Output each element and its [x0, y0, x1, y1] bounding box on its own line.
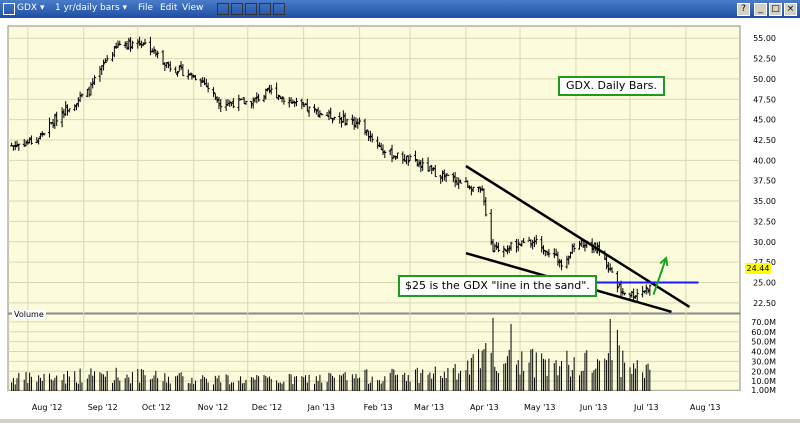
date-tick-label: Aug '12: [32, 403, 63, 412]
timeframe-label: 1 yr/daily bars: [55, 3, 120, 13]
volume-tick-label: 50.0M: [751, 338, 776, 347]
date-tick-label: Feb '13: [364, 403, 393, 412]
volume-tick-label: 20.0M: [751, 367, 776, 376]
copy-icon[interactable]: [231, 3, 243, 15]
volume-tick-label: 40.0M: [751, 348, 776, 357]
price-tick-label: 47.50: [753, 95, 776, 104]
volume-tick-label: 30.0M: [751, 357, 776, 366]
date-tick-label: Aug '13: [690, 403, 721, 412]
price-tick-label: 50.00: [753, 75, 776, 84]
volume-panel: [7, 313, 741, 392]
price-tick-label: 25.00: [753, 278, 776, 287]
volume-label: Volume: [12, 310, 46, 319]
print-icon[interactable]: [217, 3, 229, 15]
date-tick-label: Jan '13: [307, 403, 335, 412]
price-tick-label: 35.00: [753, 197, 776, 206]
date-tick-label: Apr '13: [470, 403, 499, 412]
note-annotation: $25 is the GDX "line in the sand".: [398, 275, 597, 297]
date-tick-label: Nov '12: [198, 403, 229, 412]
price-tick-label: 27.50: [753, 258, 776, 267]
price-tick-label: 30.00: [753, 238, 776, 247]
volume-tick-label: 60.0M: [751, 328, 776, 337]
symbol-label: GDX: [17, 3, 38, 13]
settings-icon[interactable]: [273, 3, 285, 15]
date-tick-label: May '13: [524, 403, 555, 412]
menu-view[interactable]: View: [182, 3, 204, 13]
title-annotation: GDX. Daily Bars.: [558, 76, 665, 96]
timeframe-selector[interactable]: 1 yr/daily bars ▾: [55, 3, 128, 13]
breakout-arrow-head: [659, 256, 669, 267]
volume-tick-label: 10.0M: [751, 377, 776, 386]
close-icon[interactable]: ×: [784, 3, 797, 16]
date-axis-panel: [8, 391, 740, 414]
menu-file[interactable]: File: [138, 3, 154, 13]
date-tick-label: Jun '13: [579, 403, 607, 412]
maximize-icon[interactable]: □: [769, 3, 782, 16]
price-panel: [7, 25, 741, 314]
date-tick-label: Jul '13: [633, 403, 659, 412]
help-icon[interactable]: ?: [737, 3, 750, 16]
breakout-arrow: [652, 257, 668, 296]
price-tick-label: 32.50: [753, 217, 776, 226]
price-tick-label: 42.50: [753, 136, 776, 145]
menu-edit[interactable]: Edit: [160, 3, 178, 13]
date-tick-label: Dec '12: [252, 403, 282, 412]
date-tick-label: Sep '12: [88, 403, 118, 412]
minimize-icon[interactable]: _: [754, 3, 767, 16]
price-tick-label: 52.50: [753, 55, 776, 64]
draw-icon[interactable]: [245, 3, 257, 15]
stock-chart: 22.50 25.00 27.50 30.00 32.50 35.00 37.50 40.00…: [0, 18, 800, 419]
date-tick-label: Mar '13: [414, 403, 444, 412]
zoom-icon[interactable]: [259, 3, 271, 15]
price-tick-label: 55.00: [753, 34, 776, 43]
title-bar: GDX ▾ 1 yr/daily bars ▾ File Edit View ?…: [0, 0, 800, 18]
price-tick-label: 40.00: [753, 156, 776, 165]
chart-area: 22.50 25.00 27.50 30.00 32.50 35.00 37.50 40.00…: [0, 18, 800, 419]
price-tick-label: 22.50: [753, 299, 776, 308]
price-tick-label: 37.50: [753, 177, 776, 186]
symbol-selector[interactable]: GDX ▾: [17, 3, 45, 13]
volume-tick-label: 70.0M: [751, 318, 776, 327]
price-tick-label: 45.00: [753, 116, 776, 125]
toolbar-icons: [217, 3, 287, 18]
app-icon: [3, 3, 15, 15]
date-tick-label: Oct '12: [142, 403, 171, 412]
volume-tick-label: 1.00M: [751, 386, 776, 395]
last-price-badge: 24.44: [745, 263, 771, 274]
